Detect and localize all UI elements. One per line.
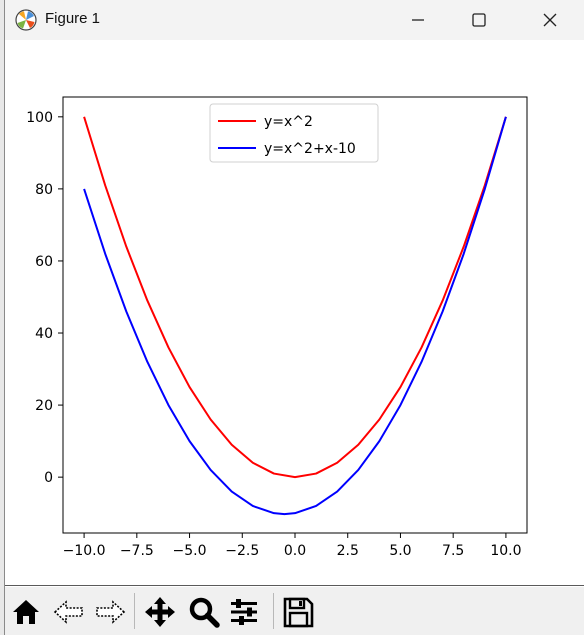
back-button[interactable]	[52, 595, 86, 629]
save-button[interactable]	[281, 595, 315, 629]
background-window-edge	[0, 0, 4, 635]
y-tick-label: 20	[35, 398, 53, 414]
x-tick-label: 10.0	[490, 543, 521, 559]
close-icon	[543, 13, 557, 27]
home-icon	[13, 600, 39, 624]
figure-window: Figure 1 −10.0 −7.5 −5.0 −2.5 0.0 2.5 5.0 7.5 10…	[4, 0, 584, 635]
back-arrow-icon	[53, 600, 83, 624]
magnifier-icon	[189, 597, 220, 628]
matplotlib-logo-icon	[15, 9, 37, 31]
line-chart: −10.0 −7.5 −5.0 −2.5 0.0 2.5 5.0 7.5 10.0 0 20 40 60…	[26, 96, 528, 559]
forward-arrow-icon	[96, 600, 126, 624]
home-button[interactable]	[9, 595, 43, 629]
maximize-icon	[472, 13, 486, 27]
sliders-icon	[231, 599, 257, 625]
x-tick-label: 0.0	[284, 543, 306, 559]
canvas-divider	[5, 585, 584, 586]
y-tick-label: 40	[35, 326, 53, 342]
window-title: Figure 1	[45, 10, 101, 27]
floppy-disk-icon	[283, 597, 314, 628]
x-tick-label: −10.0	[63, 543, 106, 559]
y-tick-label: 80	[35, 182, 53, 198]
maximize-button[interactable]	[456, 0, 502, 40]
legend-label: y=x^2+x-10	[264, 141, 356, 157]
move-icon	[145, 597, 175, 627]
configure-subplots-button[interactable]	[227, 595, 261, 629]
y-tick-label: 60	[35, 254, 53, 270]
x-tick-label: 7.5	[442, 543, 464, 559]
y-tick-label: 100	[26, 110, 53, 126]
toolbar-separator	[273, 593, 274, 629]
navigation-toolbar	[5, 587, 584, 635]
series-line-0	[83, 116, 507, 479]
series-line-1	[83, 116, 507, 516]
x-tick-label: −5.0	[173, 543, 207, 559]
title-bar[interactable]: Figure 1	[5, 0, 584, 40]
x-tick-label: −2.5	[225, 543, 259, 559]
x-tick-label: 2.5	[337, 543, 359, 559]
plot-area	[63, 97, 527, 533]
close-button[interactable]	[527, 0, 573, 40]
figure-canvas[interactable]: −10.0 −7.5 −5.0 −2.5 0.0 2.5 5.0 7.5 10.0 0 20 40 60…	[5, 40, 584, 586]
legend-label: y=x^2	[264, 114, 313, 130]
zoom-button[interactable]	[187, 595, 221, 629]
minimize-button[interactable]	[395, 0, 441, 40]
forward-button[interactable]	[93, 595, 127, 629]
y-tick-label: 0	[44, 470, 53, 486]
minimize-icon	[412, 19, 424, 21]
pan-button[interactable]	[143, 595, 177, 629]
toolbar-separator	[134, 593, 135, 629]
x-tick-label: 5.0	[389, 543, 411, 559]
x-tick-label: −7.5	[120, 543, 154, 559]
